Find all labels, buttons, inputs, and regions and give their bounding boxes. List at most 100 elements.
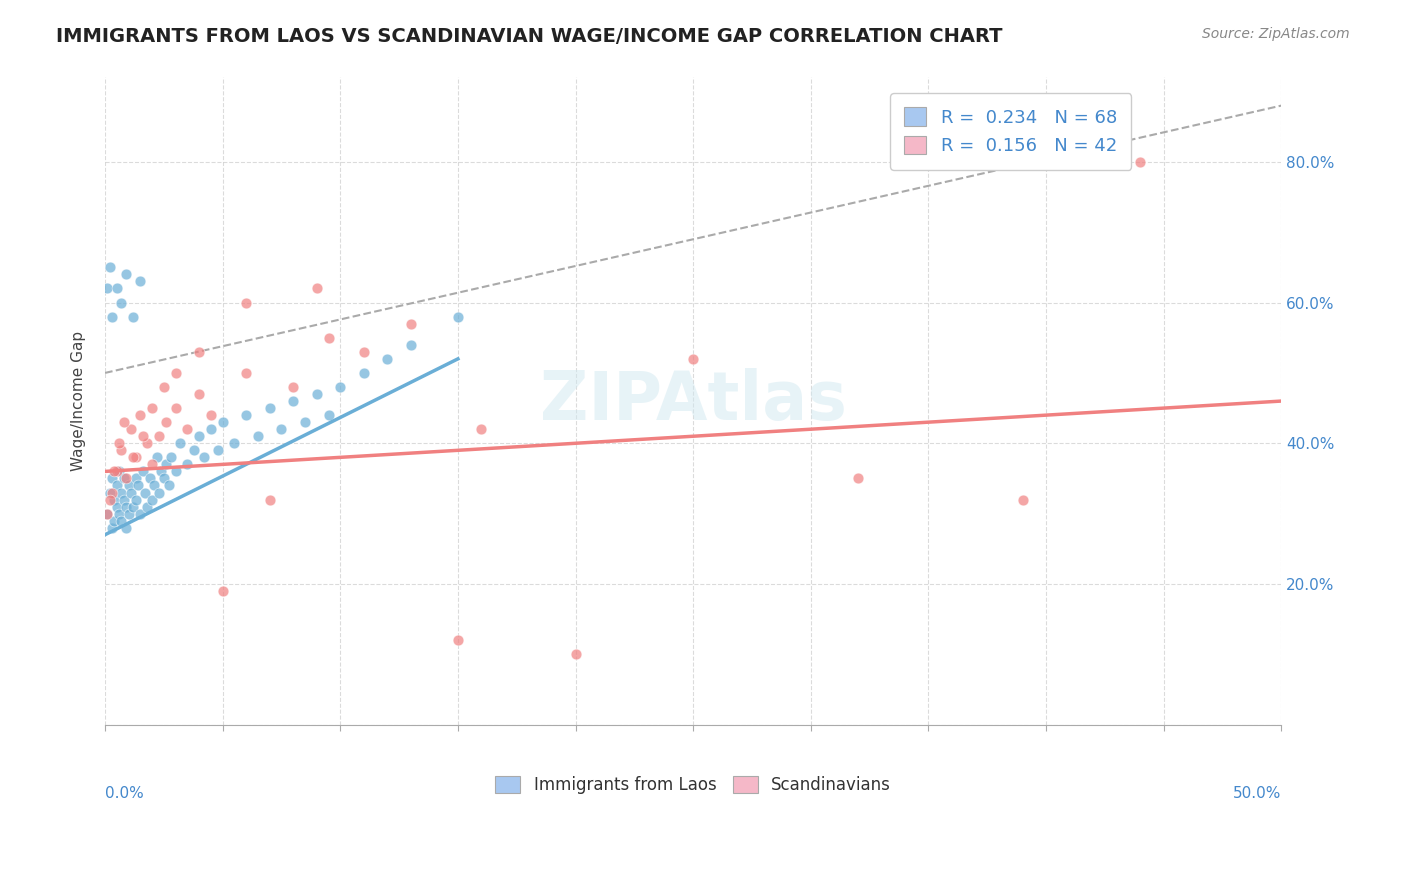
Point	[224, 436, 246, 450]
Point	[200, 408, 222, 422]
Point	[235, 408, 257, 422]
Point	[207, 443, 229, 458]
Point	[143, 478, 166, 492]
Point	[129, 275, 152, 289]
Point	[157, 478, 180, 492]
Point	[305, 281, 328, 295]
Point	[141, 492, 163, 507]
Point	[105, 478, 128, 492]
Point	[165, 366, 187, 380]
Point	[101, 521, 124, 535]
Point	[270, 422, 292, 436]
Point	[103, 514, 125, 528]
Text: ZIPAtlas: ZIPAtlas	[540, 368, 846, 434]
Point	[108, 507, 131, 521]
Point	[98, 485, 121, 500]
Point	[682, 351, 704, 366]
Point	[108, 464, 131, 478]
Point	[176, 422, 198, 436]
Point	[150, 464, 173, 478]
Point	[120, 485, 142, 500]
Point	[353, 366, 375, 380]
Point	[105, 500, 128, 514]
Point	[246, 429, 269, 443]
Point	[101, 310, 124, 324]
Point	[124, 471, 146, 485]
Y-axis label: Wage/Income Gap: Wage/Income Gap	[72, 331, 86, 471]
Point	[122, 450, 145, 465]
Point	[110, 295, 132, 310]
Point	[134, 485, 156, 500]
Point	[115, 500, 138, 514]
Point	[141, 401, 163, 416]
Point	[101, 471, 124, 485]
Point	[211, 415, 233, 429]
Point	[188, 387, 211, 401]
Point	[110, 514, 132, 528]
Point	[235, 295, 257, 310]
Point	[129, 507, 152, 521]
Point	[131, 464, 153, 478]
Point	[259, 492, 281, 507]
Point	[112, 492, 135, 507]
Point	[399, 317, 422, 331]
Point	[153, 380, 176, 394]
Point	[122, 310, 145, 324]
Point	[136, 436, 159, 450]
Point	[112, 415, 135, 429]
Point	[153, 471, 176, 485]
Point	[148, 429, 170, 443]
Point	[96, 281, 118, 295]
Point	[124, 492, 146, 507]
Point	[447, 310, 470, 324]
Point	[115, 471, 138, 485]
Point	[112, 471, 135, 485]
Text: Source: ZipAtlas.com: Source: ZipAtlas.com	[1202, 27, 1350, 41]
Point	[375, 351, 398, 366]
Point	[103, 492, 125, 507]
Point	[103, 464, 125, 478]
Point	[138, 471, 160, 485]
Point	[188, 344, 211, 359]
Point	[294, 415, 316, 429]
Point	[96, 507, 118, 521]
Point	[155, 415, 177, 429]
Point	[96, 507, 118, 521]
Point	[105, 281, 128, 295]
Point	[1011, 492, 1033, 507]
Point	[176, 458, 198, 472]
Point	[169, 436, 191, 450]
Point	[105, 464, 128, 478]
Point	[305, 387, 328, 401]
Point	[399, 338, 422, 352]
Point	[447, 633, 470, 648]
Point	[124, 450, 146, 465]
Point	[165, 401, 187, 416]
Point	[183, 443, 205, 458]
Point	[129, 408, 152, 422]
Point	[235, 366, 257, 380]
Point	[101, 485, 124, 500]
Point	[141, 458, 163, 472]
Point	[318, 408, 340, 422]
Text: IMMIGRANTS FROM LAOS VS SCANDINAVIAN WAGE/INCOME GAP CORRELATION CHART: IMMIGRANTS FROM LAOS VS SCANDINAVIAN WAG…	[56, 27, 1002, 45]
Point	[98, 260, 121, 275]
Point	[470, 422, 492, 436]
Point	[283, 380, 305, 394]
Point	[110, 485, 132, 500]
Point	[122, 500, 145, 514]
Point	[117, 507, 139, 521]
Point	[108, 436, 131, 450]
Point	[155, 458, 177, 472]
Point	[188, 429, 211, 443]
Point	[193, 450, 215, 465]
Point	[259, 401, 281, 416]
Point	[211, 584, 233, 599]
Point	[145, 450, 167, 465]
Point	[148, 485, 170, 500]
Point	[1129, 154, 1152, 169]
Point	[564, 648, 586, 662]
Point	[98, 492, 121, 507]
Point	[120, 422, 142, 436]
Point	[165, 464, 187, 478]
